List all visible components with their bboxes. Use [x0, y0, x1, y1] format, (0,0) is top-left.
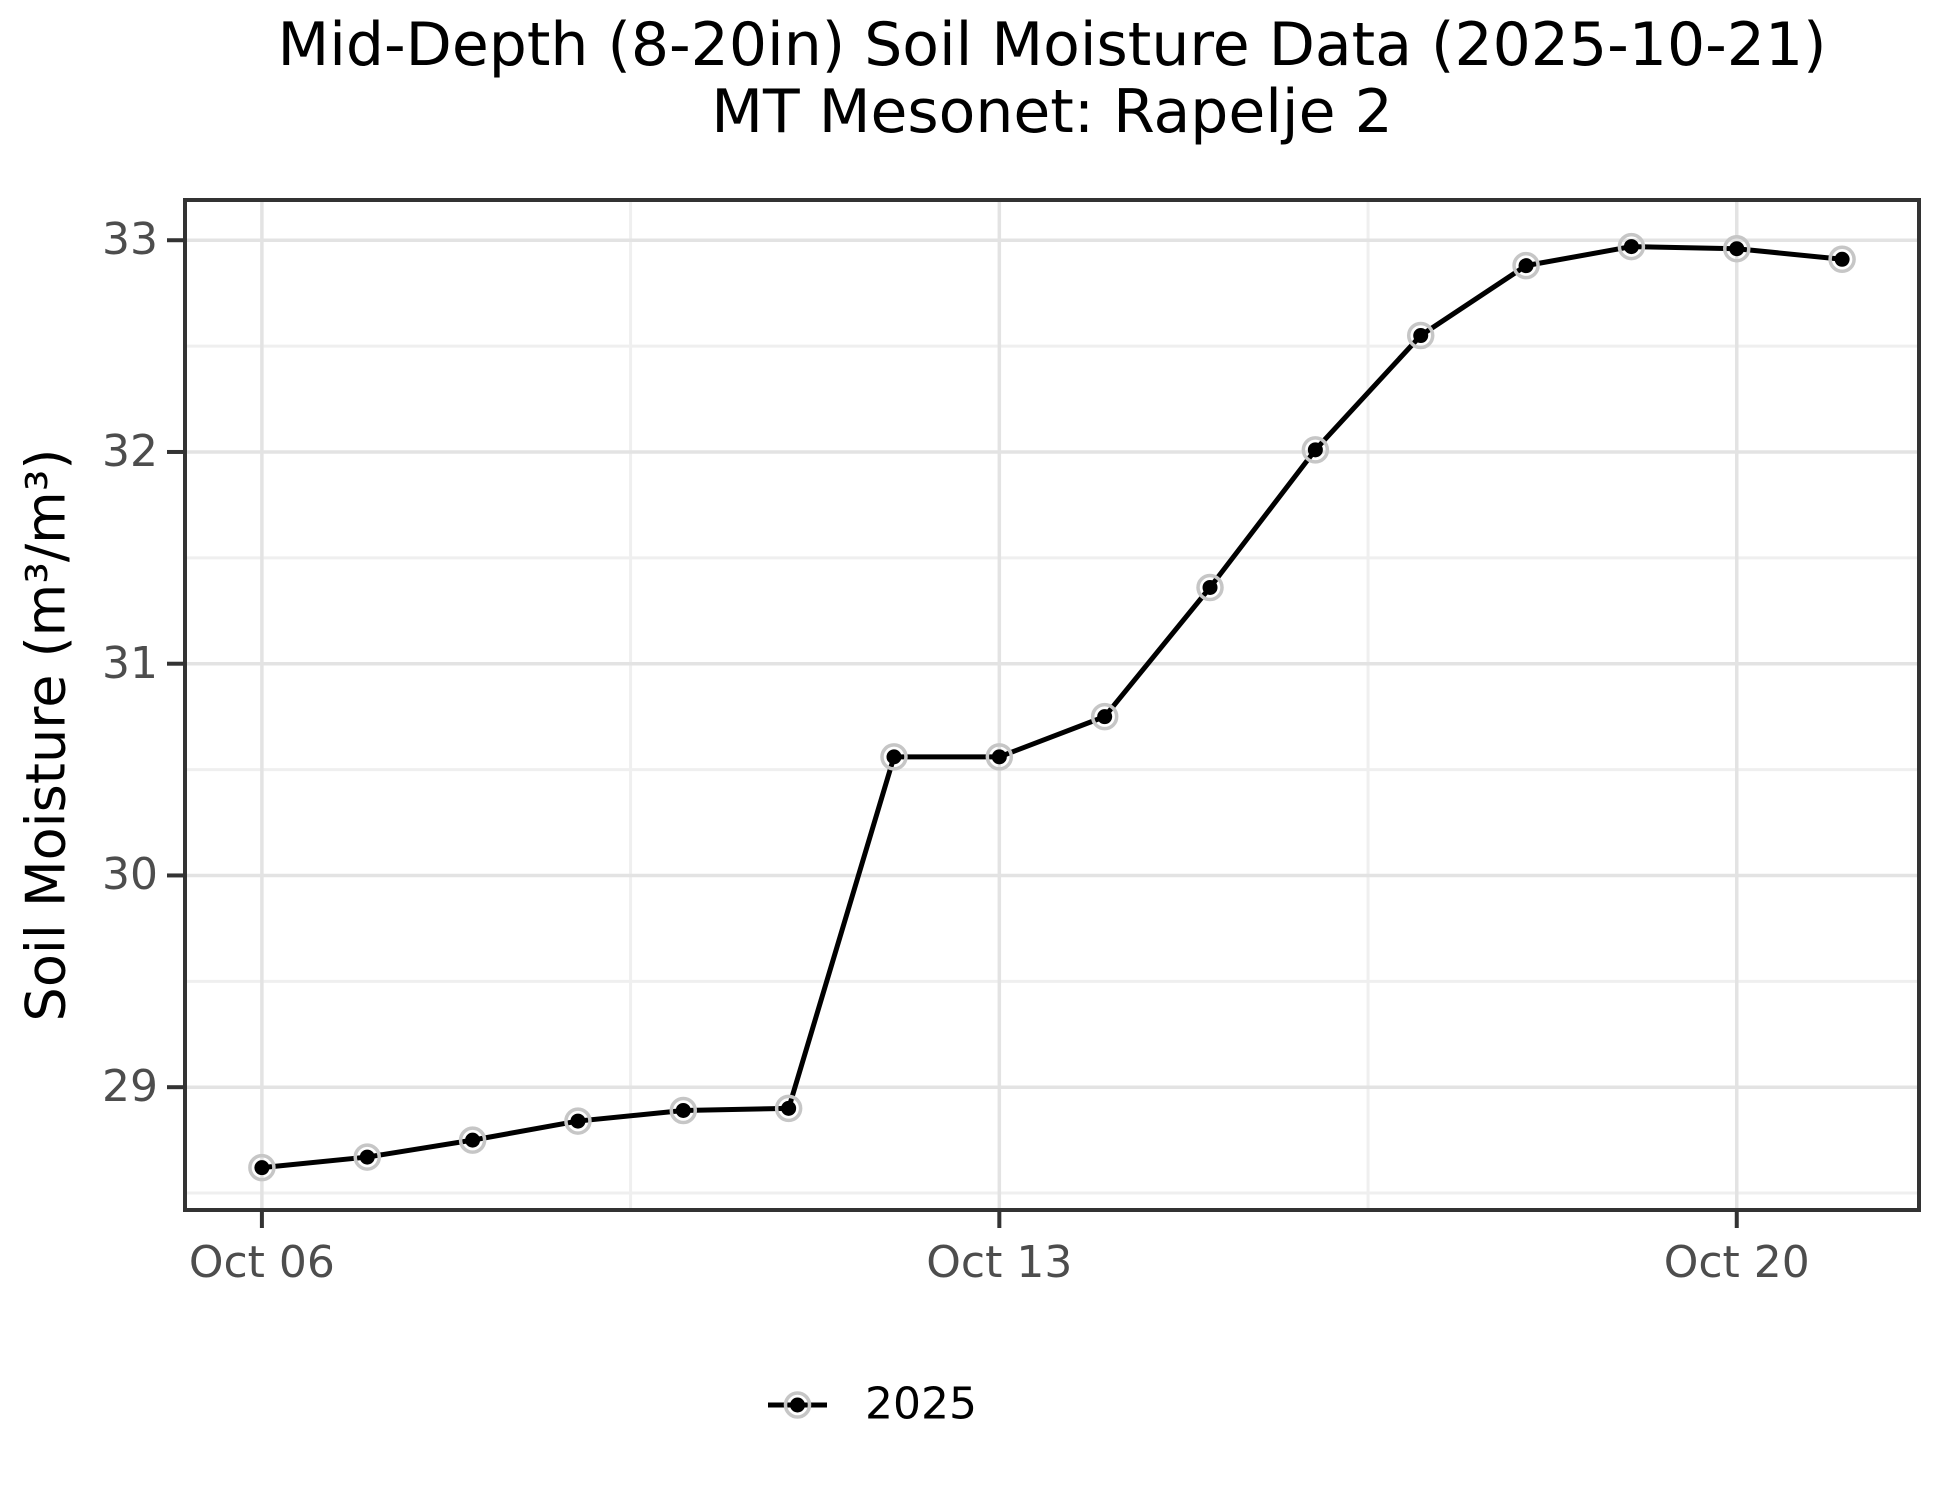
data-point-13-halo [1617, 232, 1646, 261]
data-point-12 [1518, 258, 1534, 274]
data-point-12-halo [1512, 251, 1540, 280]
data-point-5-halo [774, 1094, 803, 1123]
data-point-15-halo [1828, 245, 1856, 274]
data-point-3-halo [564, 1107, 592, 1135]
data-point-7-halo [985, 743, 1014, 771]
series-line-2025 [259, 244, 1845, 1171]
legend-key-point [790, 1397, 805, 1413]
chart-subtitle: MT Mesonet: Rapelje 2 [711, 77, 1393, 147]
y-axis-title: Soil Moisture (m³/m³) [14, 448, 78, 1022]
data-point-9-halo [1196, 573, 1224, 602]
data-point-5 [781, 1100, 797, 1116]
data-point-13 [1623, 239, 1639, 255]
data-point-7 [991, 749, 1007, 765]
data-point-0-halo [248, 1153, 276, 1182]
data-point-9 [1202, 579, 1218, 595]
legend-key-point-halo [783, 1391, 812, 1419]
data-point-4 [675, 1102, 691, 1118]
panel-border [183, 198, 1921, 1212]
title-block: Mid-Depth (8-20in) Soil Moisture Data (2… [185, 12, 1919, 146]
data-point-4-halo [669, 1096, 698, 1125]
data-point-11-halo [1406, 321, 1435, 350]
data-point-15 [1834, 251, 1850, 267]
data-point-8-halo [1090, 702, 1119, 731]
data-point-2-halo [458, 1126, 487, 1154]
chart-title: Mid-Depth (8-20in) Soil Moisture Data (2… [277, 10, 1827, 80]
data-point-8 [1097, 709, 1113, 725]
data-point-3 [570, 1113, 586, 1129]
data-point-14-halo [1723, 234, 1751, 263]
data-point-1 [359, 1149, 375, 1165]
data-point-14 [1729, 241, 1745, 257]
legend-series-label: 2025 [865, 1378, 977, 1430]
data-point-6-halo [880, 743, 908, 771]
data-point-10-halo [1301, 436, 1330, 464]
data-point-6 [886, 749, 902, 765]
data-point-0 [254, 1160, 270, 1176]
data-point-2 [465, 1132, 481, 1148]
data-point-1-halo [353, 1143, 381, 1171]
data-point-10 [1307, 442, 1323, 458]
data-point-11 [1413, 328, 1429, 344]
